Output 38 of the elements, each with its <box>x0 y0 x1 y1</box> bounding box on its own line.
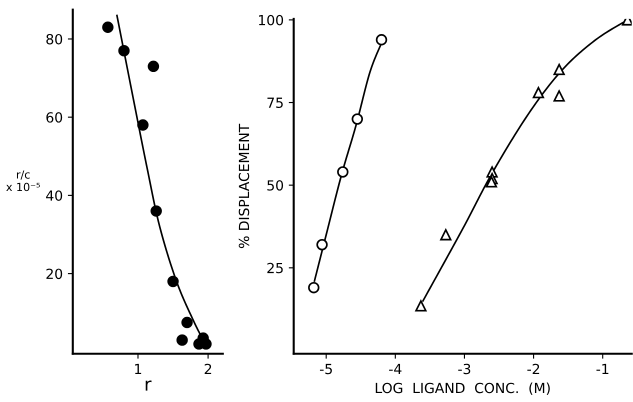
point <box>440 229 452 240</box>
point <box>176 334 188 346</box>
y-tick-label: 40 <box>46 190 62 201</box>
point <box>167 276 179 288</box>
y-tick-label: 80 <box>46 34 62 44</box>
point <box>415 300 427 312</box>
point <box>148 60 160 72</box>
y-tick-label: 60 <box>46 112 62 123</box>
point <box>308 282 320 294</box>
point <box>352 113 364 125</box>
point <box>337 166 348 178</box>
x-axis-title: r <box>146 380 152 391</box>
x-tick-label: -3 <box>458 364 470 374</box>
y-tick-label: 75 <box>267 98 283 108</box>
point <box>137 119 149 131</box>
y-axis-title: % DISPLACEMENT <box>238 124 250 248</box>
point <box>181 316 193 328</box>
x-tick-label: -5 <box>320 364 332 374</box>
y-tick-label: 100 <box>259 14 284 26</box>
x-tick-label: 1 <box>135 364 142 374</box>
point <box>532 86 544 98</box>
point <box>376 34 388 46</box>
x-tick-label: 2 <box>204 364 212 374</box>
point <box>316 238 328 250</box>
x-tick-label: -4 <box>389 364 402 374</box>
x-axis-title: LOG LIGAND CONC. (M) <box>376 382 550 395</box>
point <box>486 176 498 188</box>
point <box>553 64 565 76</box>
x-tick-label: -1 <box>596 364 608 374</box>
point <box>102 22 114 33</box>
x-tick-label: -2 <box>527 364 540 374</box>
point <box>553 90 565 102</box>
point <box>150 205 162 217</box>
y-axis-title: r/c x 10⁻⁵ <box>6 170 40 192</box>
y-tick-label: 50 <box>267 180 284 191</box>
point <box>118 45 130 56</box>
y-tick-label: 20 <box>46 268 62 280</box>
y-tick-label: 25 <box>267 262 283 274</box>
